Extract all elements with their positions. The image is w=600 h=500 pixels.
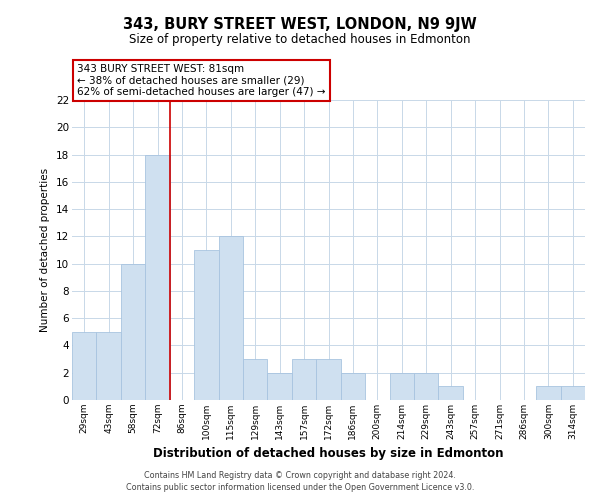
Bar [121,264,145,400]
X-axis label: Distribution of detached houses by size in Edmonton: Distribution of detached houses by size … [153,448,504,460]
Bar [414,372,439,400]
Bar [243,359,268,400]
Bar [560,386,585,400]
Bar [145,154,170,400]
Text: Contains HM Land Registry data © Crown copyright and database right 2024.
Contai: Contains HM Land Registry data © Crown c… [126,471,474,492]
Bar [194,250,218,400]
Text: Size of property relative to detached houses in Edmonton: Size of property relative to detached ho… [129,32,471,46]
Bar [341,372,365,400]
Bar [439,386,463,400]
Bar [218,236,243,400]
Bar [316,359,341,400]
Bar [97,332,121,400]
Y-axis label: Number of detached properties: Number of detached properties [40,168,50,332]
Bar [389,372,414,400]
Bar [292,359,316,400]
Bar [536,386,560,400]
Bar [72,332,97,400]
Text: 343, BURY STREET WEST, LONDON, N9 9JW: 343, BURY STREET WEST, LONDON, N9 9JW [123,18,477,32]
Bar [268,372,292,400]
Text: 343 BURY STREET WEST: 81sqm
← 38% of detached houses are smaller (29)
62% of sem: 343 BURY STREET WEST: 81sqm ← 38% of det… [77,64,326,97]
